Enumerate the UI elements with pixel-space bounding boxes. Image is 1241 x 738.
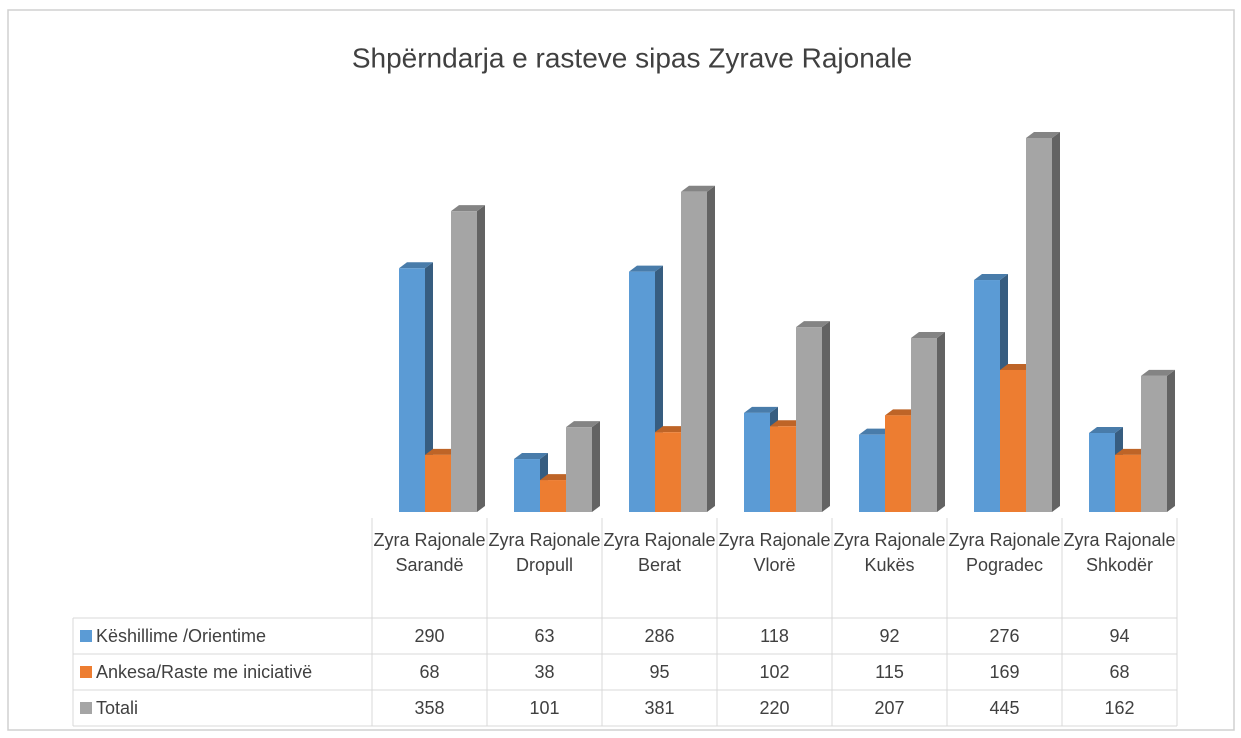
- bar-front: [540, 480, 566, 512]
- bar-front: [796, 327, 822, 512]
- table-value: 68: [419, 662, 439, 682]
- table-value: 162: [1104, 698, 1134, 718]
- bar-top: [1141, 369, 1175, 376]
- category-label: Zyra Rajonale Sarandë: [373, 530, 486, 575]
- legend-label: Ankesa/Raste me iniciativë: [96, 662, 312, 682]
- table-value: 118: [760, 626, 789, 646]
- bar-side: [1052, 132, 1060, 512]
- bar: [1026, 132, 1060, 512]
- bar-top: [399, 262, 433, 269]
- bar-front: [911, 338, 937, 512]
- table-value: 63: [534, 626, 554, 646]
- bar-front: [885, 415, 911, 512]
- bar-top: [655, 426, 689, 433]
- bar-top: [885, 409, 919, 416]
- legend-label: Këshillime /Orientime: [96, 626, 266, 646]
- category-label: Zyra Rajonale Berat: [603, 530, 716, 575]
- bar: [974, 274, 1008, 512]
- category-label: Zyra Rajonale Pogradec: [948, 530, 1061, 575]
- table-value: 276: [989, 626, 1019, 646]
- table-value: 101: [529, 698, 559, 718]
- table-value: 68: [1109, 662, 1129, 682]
- bar-top: [1115, 448, 1149, 455]
- table-value: 220: [759, 698, 789, 718]
- bar-side: [477, 205, 485, 513]
- category-label: Zyra Rajonale Vlorë: [718, 530, 831, 575]
- bar-top: [629, 265, 663, 272]
- legend-key: [80, 702, 92, 714]
- bar-front: [859, 434, 885, 512]
- table-value: 102: [759, 662, 789, 682]
- bar-front: [1115, 454, 1141, 512]
- bar-side: [592, 421, 600, 512]
- bar-side: [937, 332, 945, 512]
- bar-front: [629, 271, 655, 512]
- bar: [911, 332, 945, 512]
- bar-top: [859, 428, 893, 435]
- table-value: 445: [989, 698, 1019, 718]
- table-value: 94: [1109, 626, 1129, 646]
- bar: [399, 262, 433, 512]
- bar-front: [566, 427, 592, 512]
- bar-front: [974, 280, 1000, 512]
- table-value: 290: [414, 626, 444, 646]
- category-label: Zyra Rajonale Shkodër: [1063, 530, 1176, 575]
- bar-top: [770, 420, 804, 427]
- bar-top: [1089, 426, 1123, 433]
- bar-top: [540, 474, 574, 481]
- bar-front: [655, 432, 681, 512]
- bar-side: [822, 321, 830, 512]
- bar-top: [425, 448, 459, 455]
- bar-front: [744, 412, 770, 512]
- table-value: 381: [644, 698, 674, 718]
- bar: [566, 421, 600, 512]
- bar-side: [425, 262, 433, 512]
- bar-front: [451, 211, 477, 513]
- bar-top: [1000, 363, 1034, 370]
- bar-front: [399, 268, 425, 512]
- bar-top: [911, 332, 945, 339]
- bar-front: [1000, 369, 1026, 512]
- bar: [1141, 369, 1175, 512]
- bar-top: [974, 274, 1008, 281]
- bar-top: [796, 321, 830, 328]
- bar: [451, 205, 485, 513]
- category-label: Zyra Rajonale Kukës: [833, 530, 946, 575]
- bar-top: [451, 205, 485, 212]
- bar-side: [707, 185, 715, 512]
- legend-key: [80, 666, 92, 678]
- legend-label: Totali: [96, 698, 138, 718]
- bar-top: [566, 421, 600, 428]
- table-value: 95: [649, 662, 669, 682]
- bar-top: [514, 453, 548, 460]
- bar: [681, 185, 715, 512]
- chart-title: Shpërndarja e rasteve sipas Zyrave Rajon…: [352, 42, 912, 73]
- table-value: 358: [414, 698, 444, 718]
- bar-front: [425, 454, 451, 512]
- bar-side: [1167, 369, 1175, 512]
- bar-top: [744, 406, 778, 413]
- bar-top: [1026, 132, 1060, 138]
- category-label: Zyra Rajonale Dropull: [488, 530, 601, 575]
- bar-top: [681, 185, 715, 192]
- legend-key: [80, 630, 92, 642]
- bar-front: [1141, 375, 1167, 512]
- bar-front: [681, 191, 707, 512]
- bar: [796, 321, 830, 512]
- bar-front: [1026, 138, 1052, 512]
- table-value: 38: [534, 662, 554, 682]
- bar-front: [770, 426, 796, 512]
- bar-front: [514, 459, 540, 512]
- table-value: 286: [644, 626, 674, 646]
- bar-front: [1089, 432, 1115, 512]
- table-value: 207: [874, 698, 904, 718]
- bar: [1089, 426, 1123, 512]
- bar: [514, 453, 548, 512]
- table-value: 169: [989, 662, 1019, 682]
- table-value: 92: [879, 626, 899, 646]
- table-value: 115: [875, 662, 904, 682]
